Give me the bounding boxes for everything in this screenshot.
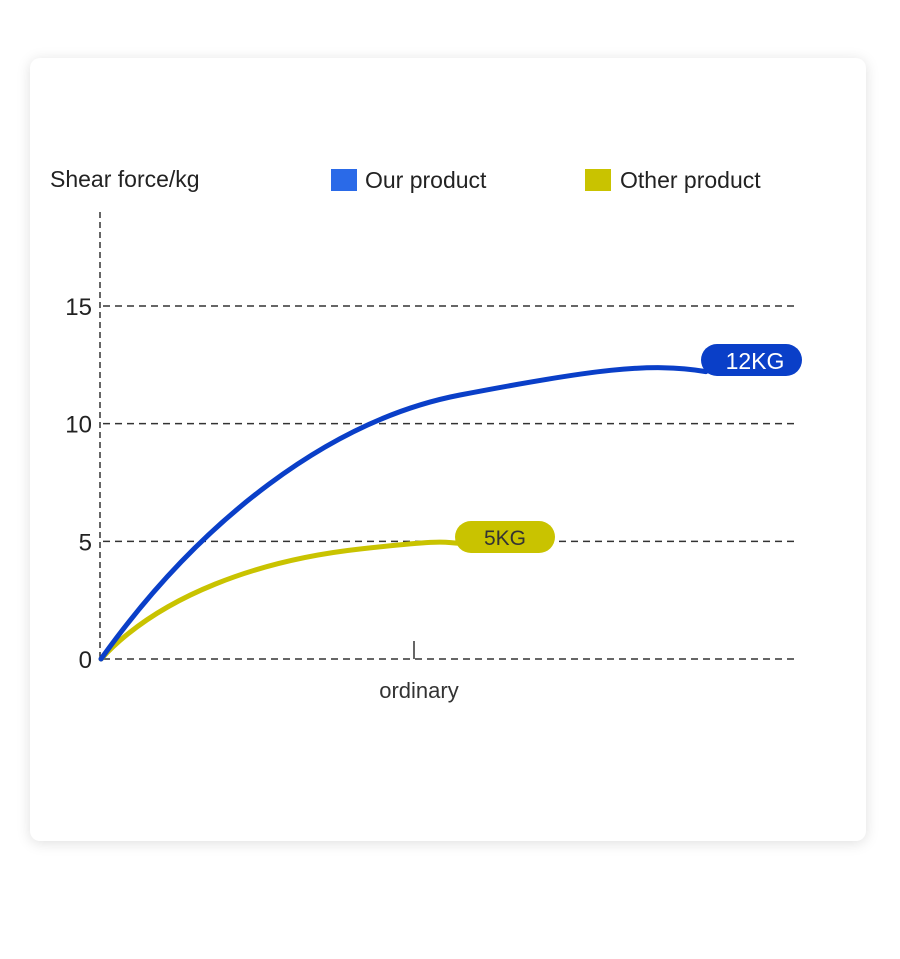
series-line-our-product — [98, 365, 709, 662]
chart-card — [30, 58, 866, 841]
y-tick-label-15: 15 — [65, 294, 92, 321]
end-label-pill-other-product — [455, 521, 555, 553]
y-tick-label-10: 10 — [65, 412, 92, 439]
end-label-pill-our-product — [701, 344, 802, 376]
legend-swatch-other-product — [585, 169, 611, 191]
legend-label-other-product: Other product — [620, 167, 761, 193]
end-label-our-product: 12KG — [701, 344, 802, 376]
end-label-other-product: 5KG — [455, 521, 555, 553]
grid-lines — [103, 305, 794, 660]
x-tick-label-ordinary: ordinary — [379, 678, 458, 703]
end-label-text-other-product: 5KG — [484, 527, 526, 550]
y-tick-labels: 0 5 10 15 — [65, 294, 92, 674]
y-tick-label-5: 5 — [79, 529, 92, 556]
legend: Our product Other product — [331, 167, 761, 193]
end-label-text-our-product: 12KG — [726, 348, 785, 374]
series-line-other-product — [98, 539, 465, 662]
y-tick-label-0: 0 — [79, 647, 92, 674]
legend-swatch-our-product — [331, 169, 357, 191]
y-axis-title: Shear force/kg — [50, 166, 200, 192]
legend-label-our-product: Our product — [365, 167, 487, 193]
